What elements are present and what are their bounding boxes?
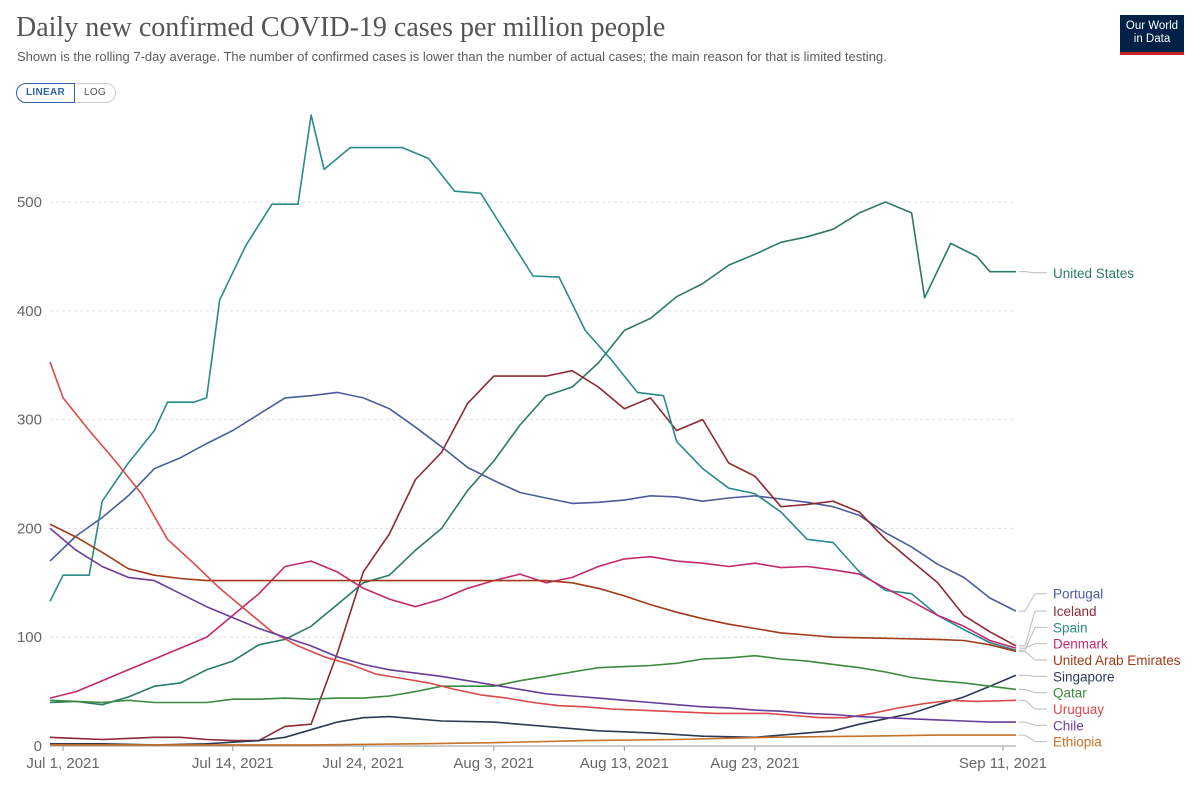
series-line-denmark[interactable]: [49, 555, 1017, 699]
series-label[interactable]: Denmark: [1053, 637, 1108, 652]
series-label[interactable]: Spain: [1053, 620, 1088, 635]
series-label[interactable]: Portugal: [1053, 587, 1103, 602]
series-line-spain[interactable]: [49, 114, 1017, 652]
series-line-qatar[interactable]: [49, 654, 1017, 704]
series-label[interactable]: United States: [1053, 266, 1134, 281]
y-tick-label: 500: [17, 194, 42, 211]
series-label-connector: [1019, 734, 1047, 743]
series-line-united-states[interactable]: [49, 201, 1016, 706]
logo-line-2: in Data: [1133, 33, 1171, 45]
series-label[interactable]: Uruguay: [1053, 702, 1104, 717]
series-label-connector: [1019, 626, 1047, 651]
series-label-connector: [1019, 688, 1047, 694]
series-label-connector: [1019, 643, 1047, 649]
y-tick-label: 300: [17, 412, 42, 429]
scale-toggle[interactable]: LINEAR LOG: [16, 83, 117, 103]
x-tick-label: Aug 3, 2021: [453, 755, 534, 772]
x-tick-label: Aug 13, 2021: [580, 755, 669, 772]
x-tick-label: Jul 14, 2021: [192, 755, 274, 772]
series-label-connector: [1019, 674, 1047, 677]
x-tick-label: Aug 23, 2021: [710, 755, 799, 772]
linear-scale-button[interactable]: LINEAR: [16, 83, 76, 103]
series-label-connector: [1019, 593, 1047, 612]
y-tick-label: 400: [17, 303, 42, 320]
series-label-connector: [1019, 650, 1047, 661]
series-line-ethiopia[interactable]: [50, 734, 1016, 746]
series-label[interactable]: Qatar: [1053, 686, 1087, 701]
series-label[interactable]: Singapore: [1053, 669, 1115, 684]
series-label[interactable]: Ethiopia: [1053, 735, 1102, 750]
x-tick-label: Jul 1, 2021: [26, 755, 99, 772]
chart-title: Daily new confirmed COVID-19 cases per m…: [16, 12, 666, 43]
x-tick-label: Sep 11, 2021: [959, 755, 1047, 772]
logo-line-1: Our World: [1125, 20, 1179, 32]
chart-subtitle: Shown is the rolling 7-day average. The …: [17, 49, 887, 64]
series-label[interactable]: Iceland: [1053, 604, 1097, 619]
series-label-connector: [1019, 610, 1047, 647]
y-tick-label: 0: [34, 738, 42, 755]
y-tick-label: 100: [17, 629, 42, 646]
series-line-portugal[interactable]: [49, 391, 1017, 612]
series-label[interactable]: Chile: [1053, 718, 1084, 733]
series-line-iceland[interactable]: [49, 369, 1017, 742]
series-label[interactable]: United Arab Emirates: [1053, 653, 1181, 668]
series-line-united-arab-emirates[interactable]: [49, 523, 1017, 653]
series-label-connector: [1019, 721, 1047, 726]
x-tick-label: Jul 24, 2021: [322, 755, 404, 772]
log-scale-button[interactable]: LOG: [75, 83, 117, 103]
series-line-chile[interactable]: [49, 527, 1016, 723]
y-tick-label: 200: [17, 520, 42, 537]
series-line-singapore[interactable]: [50, 674, 1017, 746]
series-line-uruguay[interactable]: [49, 361, 1017, 719]
series-label-connector: [1019, 271, 1047, 274]
series-label-connector: [1019, 699, 1047, 710]
owid-logo[interactable]: Our World in Data: [1120, 15, 1184, 55]
